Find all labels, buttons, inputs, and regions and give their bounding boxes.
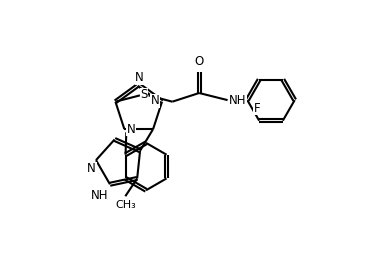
Text: CH₃: CH₃ xyxy=(115,200,136,210)
Text: F: F xyxy=(254,102,260,115)
Text: N: N xyxy=(151,94,159,107)
Text: O: O xyxy=(194,55,204,68)
Text: N: N xyxy=(135,71,144,84)
Text: N: N xyxy=(127,123,135,135)
Text: N: N xyxy=(87,162,96,175)
Text: S: S xyxy=(140,88,147,101)
Text: NH: NH xyxy=(90,189,108,202)
Text: NH: NH xyxy=(229,94,247,107)
